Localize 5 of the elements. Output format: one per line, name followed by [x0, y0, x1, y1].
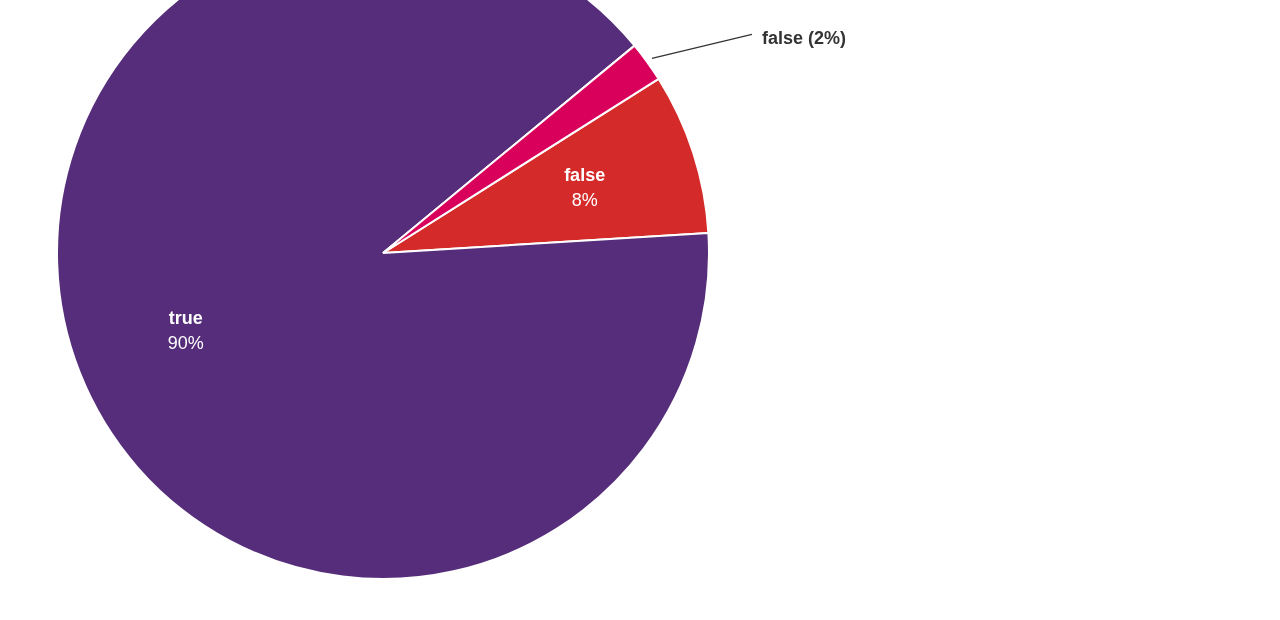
slice-label: true — [168, 307, 203, 328]
data-label: 8% — [571, 189, 598, 210]
category-label: false (2%) — [761, 28, 846, 49]
slice-label: false — [564, 164, 606, 185]
data-label: 90% — [167, 332, 204, 353]
